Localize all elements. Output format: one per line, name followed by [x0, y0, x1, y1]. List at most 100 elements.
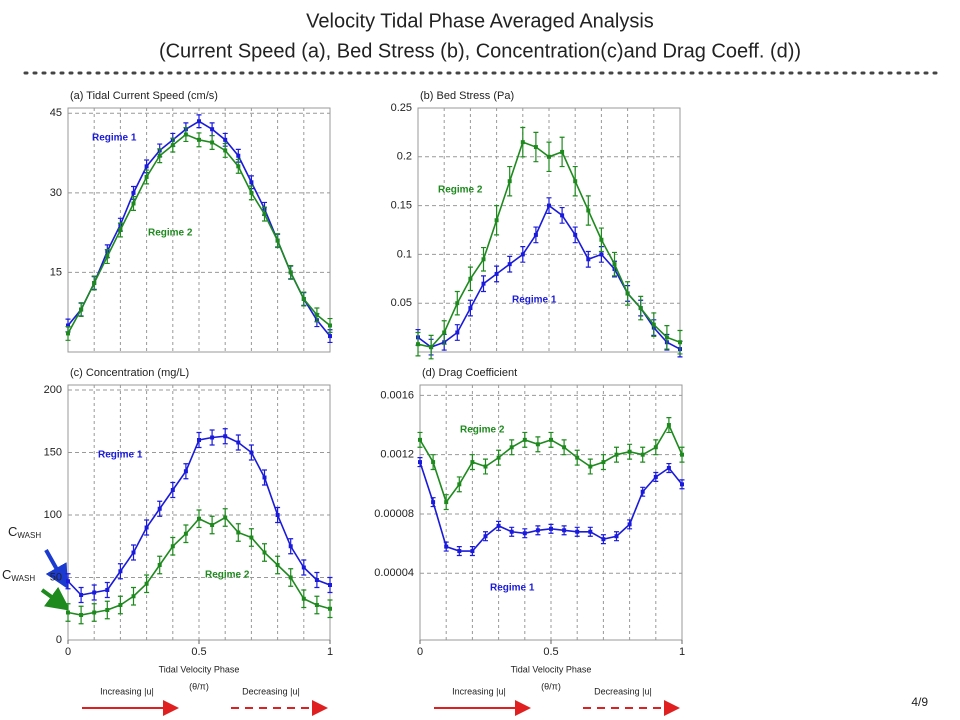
point	[301, 296, 306, 301]
point	[470, 549, 475, 554]
point	[562, 528, 567, 533]
point	[535, 528, 540, 533]
point	[197, 119, 201, 124]
point	[520, 252, 525, 257]
x-tick-label: 0	[417, 646, 423, 658]
point	[481, 281, 486, 286]
point	[575, 455, 580, 460]
point	[314, 578, 319, 582]
point	[275, 563, 280, 567]
y-tick-label: 45	[50, 107, 62, 119]
y-tick-label: 0.25	[391, 102, 412, 114]
point	[507, 262, 512, 267]
page-number: 4/9	[911, 695, 928, 709]
point	[157, 153, 162, 158]
wash-main: C	[8, 524, 17, 539]
point	[92, 590, 97, 595]
point	[262, 212, 267, 217]
point	[197, 516, 201, 521]
x-tick-label: 0	[65, 646, 71, 658]
point	[144, 581, 149, 586]
point	[468, 276, 473, 281]
point	[105, 588, 110, 592]
point	[236, 440, 241, 445]
point	[666, 466, 671, 471]
point	[638, 306, 643, 311]
title-line: (Current Speed (a), Bed Stress (b), Conc…	[159, 40, 801, 62]
point	[210, 127, 215, 132]
point	[210, 523, 215, 527]
panel-title: (c) Concentration (mg/L)	[70, 367, 189, 379]
y-tick-label: 0.2	[397, 151, 412, 163]
point	[625, 291, 630, 296]
y-tick-label: 50	[50, 571, 62, 583]
point	[144, 164, 149, 169]
y-tick-label: 0.15	[391, 200, 412, 212]
y-tick-label: 150	[44, 446, 62, 458]
point	[66, 323, 70, 328]
x-tick-label: 0.5	[543, 646, 558, 658]
point	[455, 330, 460, 335]
point	[314, 312, 319, 317]
series-label: Regime 2	[205, 570, 250, 581]
wash-arrow	[40, 586, 71, 611]
point	[562, 445, 567, 450]
point	[223, 434, 228, 439]
point	[455, 301, 460, 306]
series-label: Regime 2	[460, 425, 505, 436]
x-tick-label: 1	[327, 646, 333, 658]
point	[288, 544, 293, 549]
point	[210, 435, 215, 440]
arrow-label: Increasing |u|	[100, 686, 154, 696]
point	[509, 445, 514, 450]
series-label: Regime 1	[98, 450, 143, 461]
point	[653, 445, 658, 450]
point	[547, 154, 551, 159]
wash-sub: WASH	[11, 574, 35, 583]
point	[301, 596, 306, 601]
point	[560, 149, 565, 154]
point	[442, 330, 447, 335]
point	[131, 550, 136, 555]
point	[496, 455, 501, 460]
point	[131, 190, 136, 195]
y-tick-label: 0.0016	[380, 389, 414, 401]
x-axis-label: (θ/π)	[541, 681, 561, 691]
point	[468, 306, 473, 311]
panel-title: (b) Bed Stress (Pa)	[420, 90, 514, 102]
point	[157, 563, 162, 567]
point	[301, 565, 306, 570]
point	[183, 469, 188, 474]
point	[599, 237, 604, 242]
y-tick-label: 0.00004	[374, 567, 414, 579]
wash-sub: WASH	[17, 531, 41, 540]
point	[144, 525, 149, 530]
point	[223, 515, 228, 520]
point	[614, 452, 619, 457]
wash-main: C	[2, 567, 11, 582]
point	[573, 232, 578, 237]
wash-label: CWASH	[2, 567, 35, 583]
point	[157, 506, 162, 511]
point	[183, 531, 188, 536]
series-label: Regime 2	[148, 228, 193, 239]
point	[262, 475, 267, 480]
point	[627, 522, 632, 527]
arrow-label: Increasing |u|	[452, 686, 506, 696]
series-label: Regime 1	[490, 583, 535, 594]
point	[170, 488, 175, 492]
x-tick-label: 0.5	[191, 646, 206, 658]
point	[66, 579, 70, 584]
point	[599, 252, 604, 257]
point	[236, 164, 241, 169]
title-line: Velocity Tidal Phase Averaged Analysis	[306, 10, 654, 32]
point	[275, 238, 280, 243]
point	[612, 262, 617, 267]
point	[614, 534, 619, 539]
point	[533, 232, 538, 237]
point	[560, 213, 565, 218]
y-tick-label: 30	[50, 187, 62, 199]
point	[429, 345, 434, 350]
point	[575, 529, 580, 534]
point	[678, 340, 682, 345]
